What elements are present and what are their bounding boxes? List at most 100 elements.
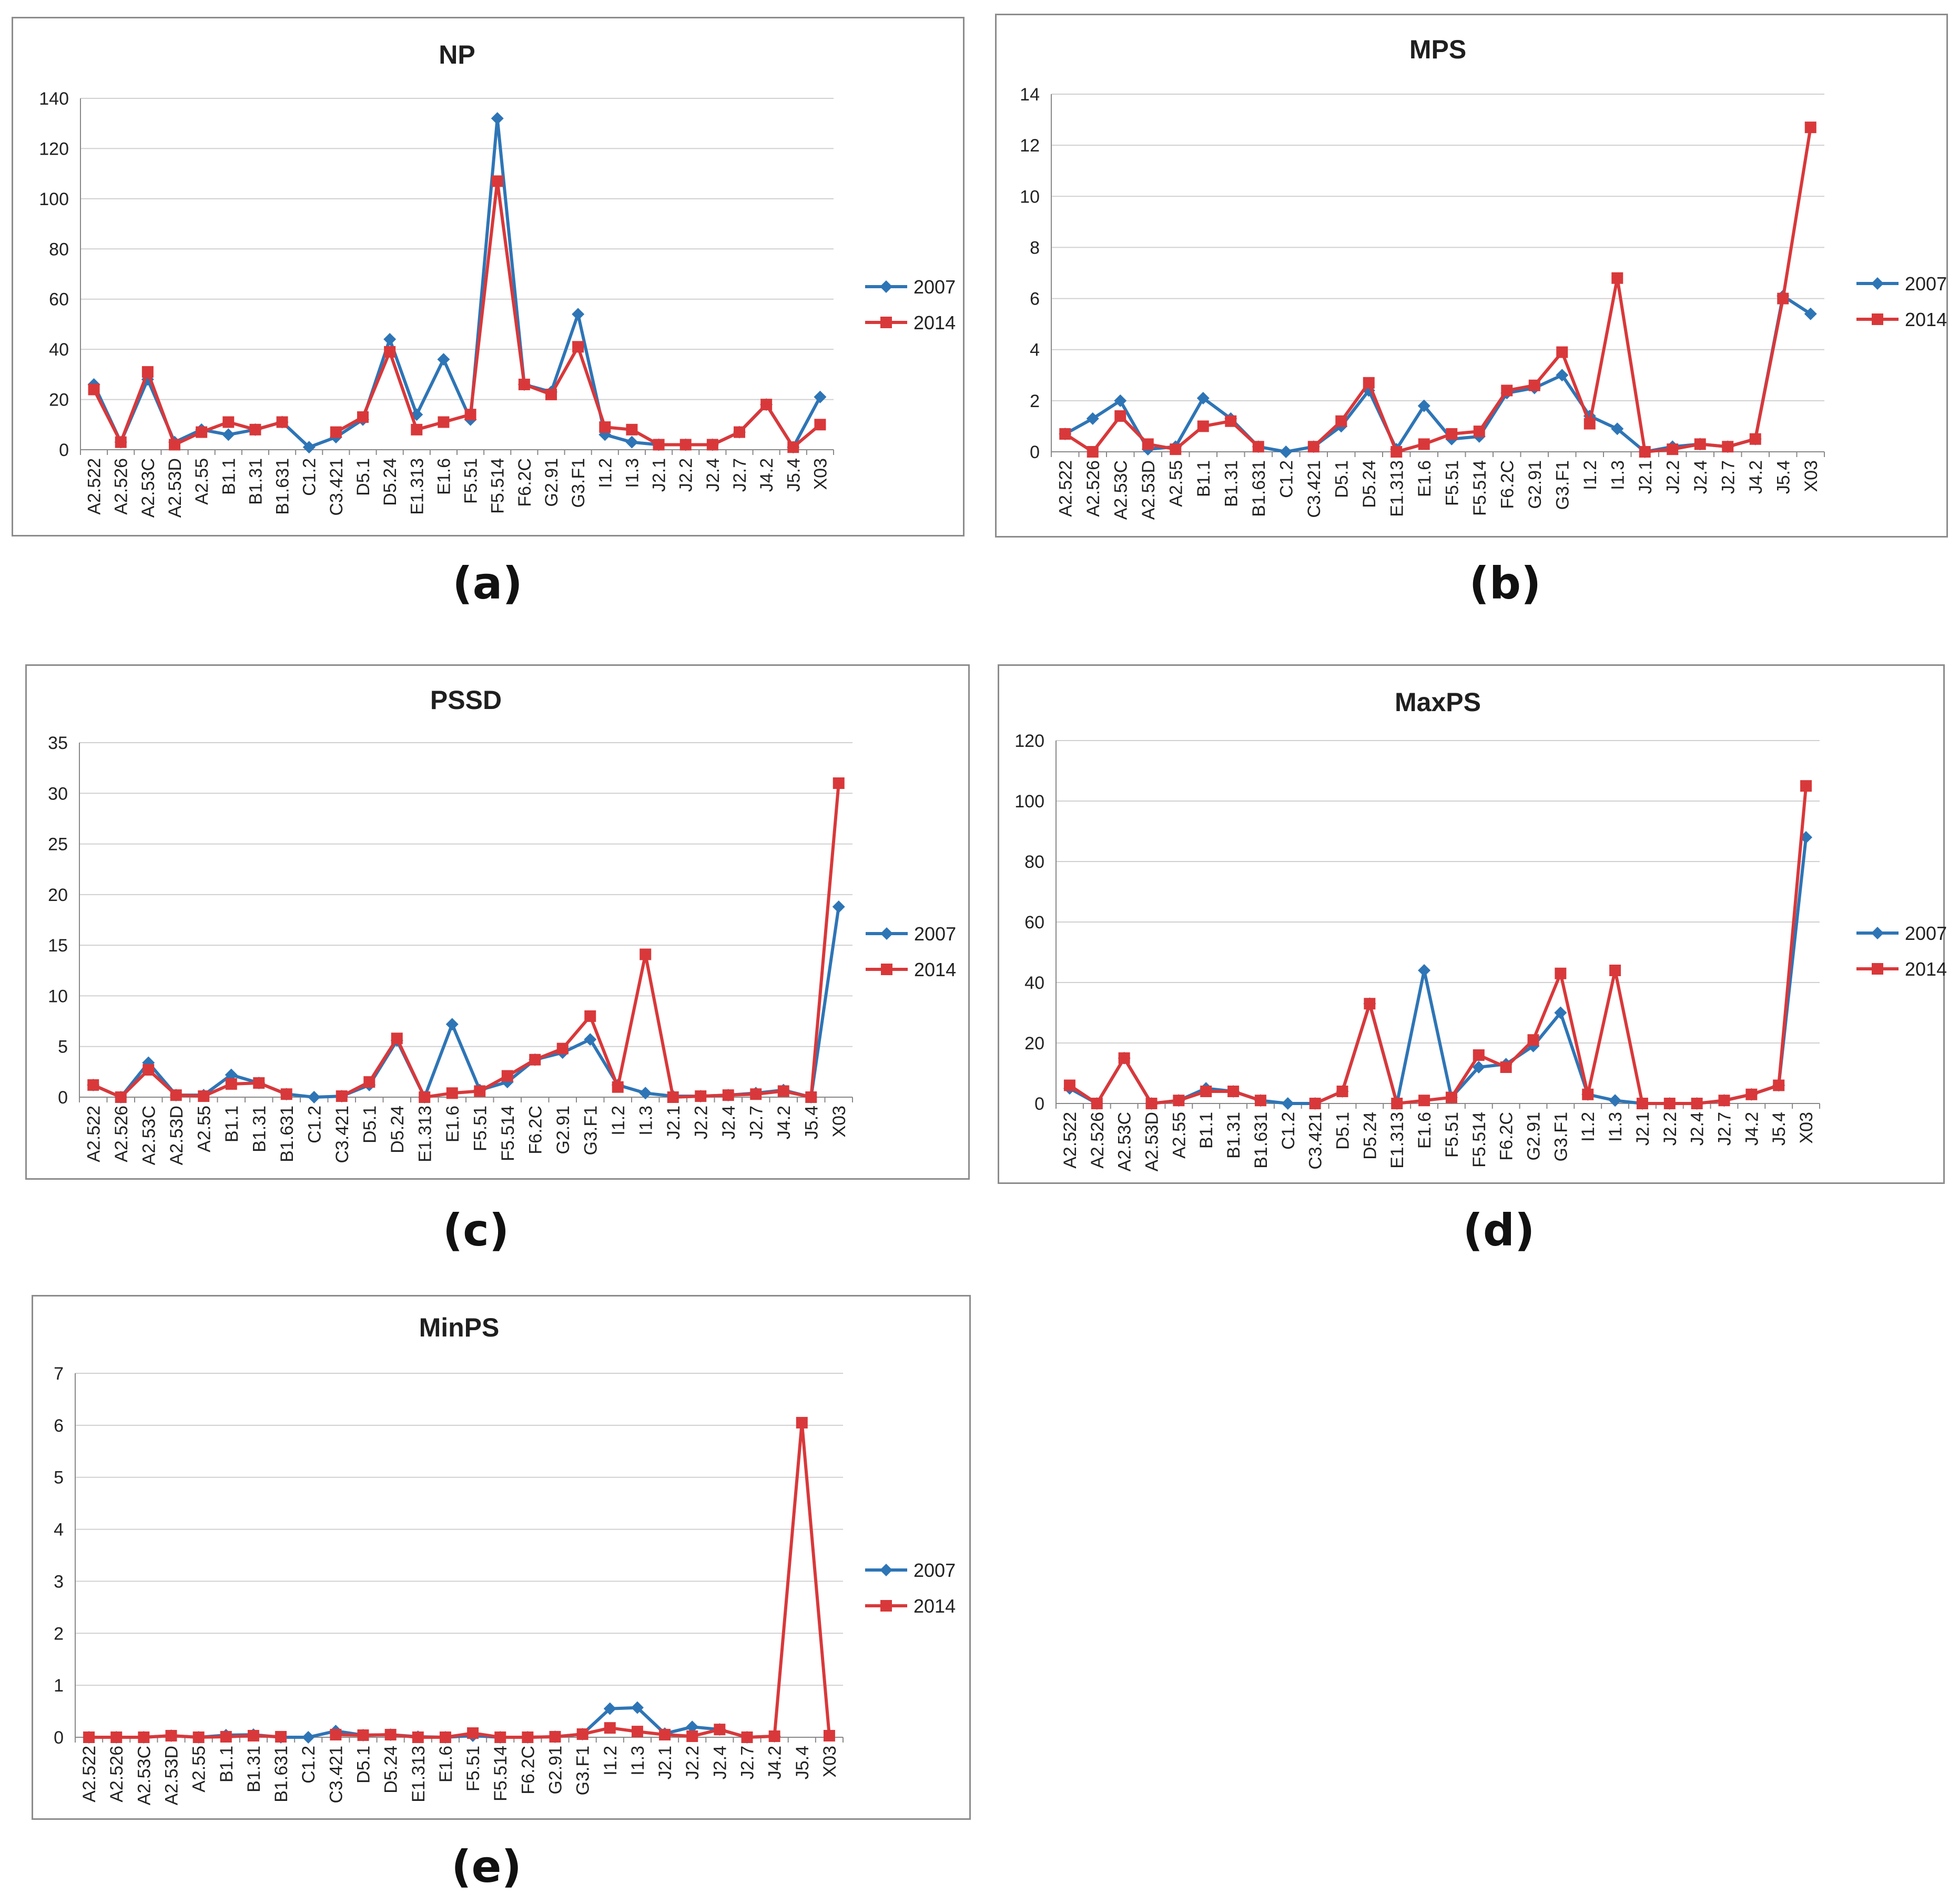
x-tick-label: C1.2 xyxy=(300,458,320,496)
point-2014 xyxy=(612,1081,624,1093)
point-2014 xyxy=(1556,346,1568,358)
x-tick-label: B1.31 xyxy=(1224,1112,1244,1159)
point-2014 xyxy=(1611,272,1623,284)
legend-item: 2007 xyxy=(865,276,956,298)
point-2014 xyxy=(170,1089,182,1101)
legend-label: 2014 xyxy=(1905,958,1946,980)
point-2014 xyxy=(1145,1098,1158,1109)
point-2014 xyxy=(1114,410,1126,422)
point-2014 xyxy=(1528,379,1540,391)
x-tick-label: J2.1 xyxy=(655,1746,675,1779)
point-2014 xyxy=(741,1731,753,1743)
x-tick-label: F6.2C xyxy=(515,458,535,507)
x-tick-label: J4.2 xyxy=(757,458,777,492)
point-2014 xyxy=(276,416,288,428)
legend-marker xyxy=(880,1564,892,1576)
x-tick-label: E1.313 xyxy=(409,1746,429,1802)
point-2014 xyxy=(110,1731,123,1743)
chart-panel-mps: MPS 0 2 4 6 8 10 12 14 A2.522 A2.526 A2.53C A2.53D A2… xyxy=(995,14,1948,538)
y-tick-label: 6 xyxy=(54,1416,64,1436)
x-tick-label: B1.631 xyxy=(271,1746,291,1802)
point-2014 xyxy=(330,1729,342,1741)
point-2014 xyxy=(384,346,396,358)
legend-marker xyxy=(880,1600,892,1612)
point-2014 xyxy=(419,1091,431,1103)
caption-b: (b) xyxy=(1469,558,1541,609)
point-2014 xyxy=(138,1731,150,1743)
point-2014 xyxy=(336,1090,348,1102)
x-tick-label: B1.631 xyxy=(273,458,293,515)
point-2014 xyxy=(225,1078,237,1090)
point-2014 xyxy=(1390,446,1403,458)
series-line-2007 xyxy=(1064,294,1812,453)
point-2014 xyxy=(1364,998,1376,1010)
x-tick-label: J4.2 xyxy=(1742,1112,1762,1146)
x-tick-label: I1.2 xyxy=(608,1106,628,1136)
point-2007 xyxy=(1086,412,1099,425)
point-2007 xyxy=(631,1701,644,1714)
x-tick-label: G2.91 xyxy=(1525,460,1545,509)
point-2014 xyxy=(653,439,665,451)
x-tick-label: A2.522 xyxy=(1055,460,1075,517)
point-2014 xyxy=(1667,443,1679,455)
point-2014 xyxy=(1582,1088,1594,1100)
point-2014 xyxy=(714,1724,726,1736)
y-tick-label: 20 xyxy=(1024,1034,1044,1054)
y-tick-label: 25 xyxy=(48,835,68,855)
point-2014 xyxy=(626,423,638,436)
x-tick-label: J2.7 xyxy=(746,1106,766,1139)
point-2014 xyxy=(695,1090,707,1102)
point-2014 xyxy=(357,1729,369,1741)
x-tick-label: G2.91 xyxy=(542,458,562,507)
point-2014 xyxy=(777,1085,789,1097)
legend-marker xyxy=(881,964,892,975)
x-tick-label: A2.526 xyxy=(1088,1112,1108,1169)
x-tick-label: C1.2 xyxy=(1278,1112,1298,1150)
x-tick-label: D5.1 xyxy=(1333,1112,1353,1150)
point-2014 xyxy=(439,1731,451,1743)
legend-label: 2007 xyxy=(914,923,956,945)
x-tick-label: X03 xyxy=(829,1106,849,1138)
x-tick-label: G3.F1 xyxy=(581,1106,601,1155)
point-2014 xyxy=(1254,1095,1266,1107)
point-2014 xyxy=(667,1091,679,1103)
legend-marker xyxy=(880,927,893,940)
x-tick-label: B1.1 xyxy=(222,1106,242,1142)
point-2007 xyxy=(308,1091,321,1103)
legend-item: 2014 xyxy=(866,959,956,980)
point-2014 xyxy=(1501,384,1513,397)
x-tick-label: J4.2 xyxy=(774,1106,794,1139)
caption-c: (c) xyxy=(442,1204,510,1256)
y-tick-label: 7 xyxy=(54,1364,64,1384)
point-2014 xyxy=(196,426,208,438)
legend-label: 2014 xyxy=(913,312,956,333)
point-2007 xyxy=(584,1033,597,1046)
x-tick-label: A2.53D xyxy=(1139,460,1159,520)
x-tick-label: B1.1 xyxy=(1196,1112,1216,1149)
series-line-2007 xyxy=(92,117,822,449)
point-2014 xyxy=(1227,1086,1240,1097)
x-tick-label: G3.F1 xyxy=(573,1746,593,1795)
x-tick-label: B1.1 xyxy=(217,1746,237,1783)
x-tick-label: F5.51 xyxy=(1442,460,1462,506)
x-tick-label: D5.24 xyxy=(380,458,400,506)
x-tick-label: A2.53D xyxy=(165,458,185,518)
y-tick-label: 80 xyxy=(49,239,69,259)
point-2014 xyxy=(1335,415,1347,427)
point-2014 xyxy=(1418,438,1430,450)
x-tick-label: A2.53D xyxy=(162,1746,182,1805)
x-tick-label: F5.514 xyxy=(498,1106,518,1161)
point-2014 xyxy=(1745,1088,1758,1100)
series-line-2014 xyxy=(1312,127,1812,453)
x-tick-label: G2.91 xyxy=(553,1106,573,1154)
point-2014 xyxy=(686,1730,698,1743)
y-tick-label: 40 xyxy=(1024,973,1044,993)
legend-marker xyxy=(1872,313,1883,325)
point-2014 xyxy=(1087,446,1099,458)
point-2014 xyxy=(631,1726,643,1738)
x-tick-label: J2.1 xyxy=(664,1106,684,1139)
point-2014 xyxy=(545,389,557,401)
x-tick-label: J2.4 xyxy=(1688,1112,1708,1146)
point-2014 xyxy=(357,411,369,423)
point-2014 xyxy=(222,416,235,428)
